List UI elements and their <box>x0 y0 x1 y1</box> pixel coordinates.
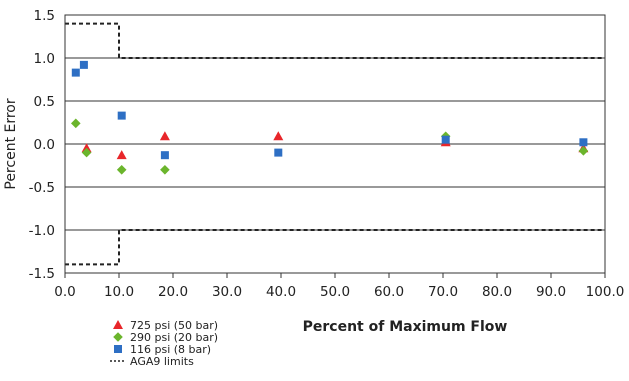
legend-label: 290 psi (20 bar) <box>130 331 218 344</box>
x-tick-label: 40.0 <box>266 284 296 300</box>
legend-label: 725 psi (50 bar) <box>130 319 218 332</box>
data-point-triangle <box>273 131 284 141</box>
x-tick-label: 20.0 <box>158 284 188 300</box>
y-tick-label: -1.0 <box>29 223 55 239</box>
data-point-square <box>160 151 169 160</box>
y-tick-label: 1.5 <box>34 8 55 24</box>
y-axis-label: Percent Error <box>3 98 19 189</box>
data-point-diamond <box>81 147 92 158</box>
legend-label: 116 psi (8 bar) <box>130 343 211 356</box>
x-tick-label: 50.0 <box>320 284 350 300</box>
x-tick-label: 70.0 <box>428 284 458 300</box>
legend-marker-square <box>114 345 122 353</box>
x-tick-label: 100.0 <box>586 284 625 300</box>
y-tick-label: 1.0 <box>34 51 55 67</box>
data-point-square <box>79 60 88 69</box>
data-point-square <box>117 111 126 120</box>
data-point-square <box>71 68 80 77</box>
aga9-limit-lines <box>65 22 605 266</box>
x-axis-label: Percent of Maximum Flow <box>303 319 508 335</box>
data-point-diamond <box>578 146 589 156</box>
legend: 725 psi (50 bar)290 psi (20 bar)116 psi … <box>110 319 218 368</box>
x-axis-ticks: 0.0 10.0 20.0 30.0 40.0 50.0 60.0 70.0 80.0 90.0 1… <box>54 273 624 300</box>
x-tick-label: 0.0 <box>54 284 75 300</box>
data-point-diamond <box>71 118 81 129</box>
aga9-limit-upper <box>65 22 605 59</box>
data-point-square <box>274 148 283 157</box>
series-square <box>71 60 588 160</box>
y-tick-label: -0.5 <box>29 180 55 196</box>
y-tick-label: 0.5 <box>34 94 55 110</box>
data-point-square <box>441 135 450 144</box>
series-diamond <box>71 118 589 175</box>
data-point-diamond <box>116 165 127 175</box>
y-tick-label: -1.5 <box>29 266 55 282</box>
legend-label: AGA9 limits <box>130 355 194 368</box>
data-point-triangle <box>159 131 170 141</box>
x-tick-label: 60.0 <box>374 284 404 300</box>
series-triangle <box>81 131 589 160</box>
data-points <box>71 60 589 175</box>
data-point-triangle <box>116 150 127 160</box>
grid-lines <box>65 14 605 274</box>
legend-marker-diamond <box>113 332 123 342</box>
x-tick-label: 30.0 <box>212 284 242 300</box>
data-point-square <box>579 138 588 147</box>
data-point-diamond <box>160 165 170 175</box>
x-tick-label: 90.0 <box>536 284 566 300</box>
y-axis-ticks: 1.5 1.0 0.5 0.0 -0.5 -1.0 -1.5 <box>29 8 55 282</box>
aga9-limit-lower <box>65 229 605 266</box>
x-tick-label: 10.0 <box>104 284 134 300</box>
x-tick-label: 80.0 <box>482 284 512 300</box>
legend-marker-triangle <box>113 320 123 329</box>
y-tick-label: 0.0 <box>34 137 55 153</box>
